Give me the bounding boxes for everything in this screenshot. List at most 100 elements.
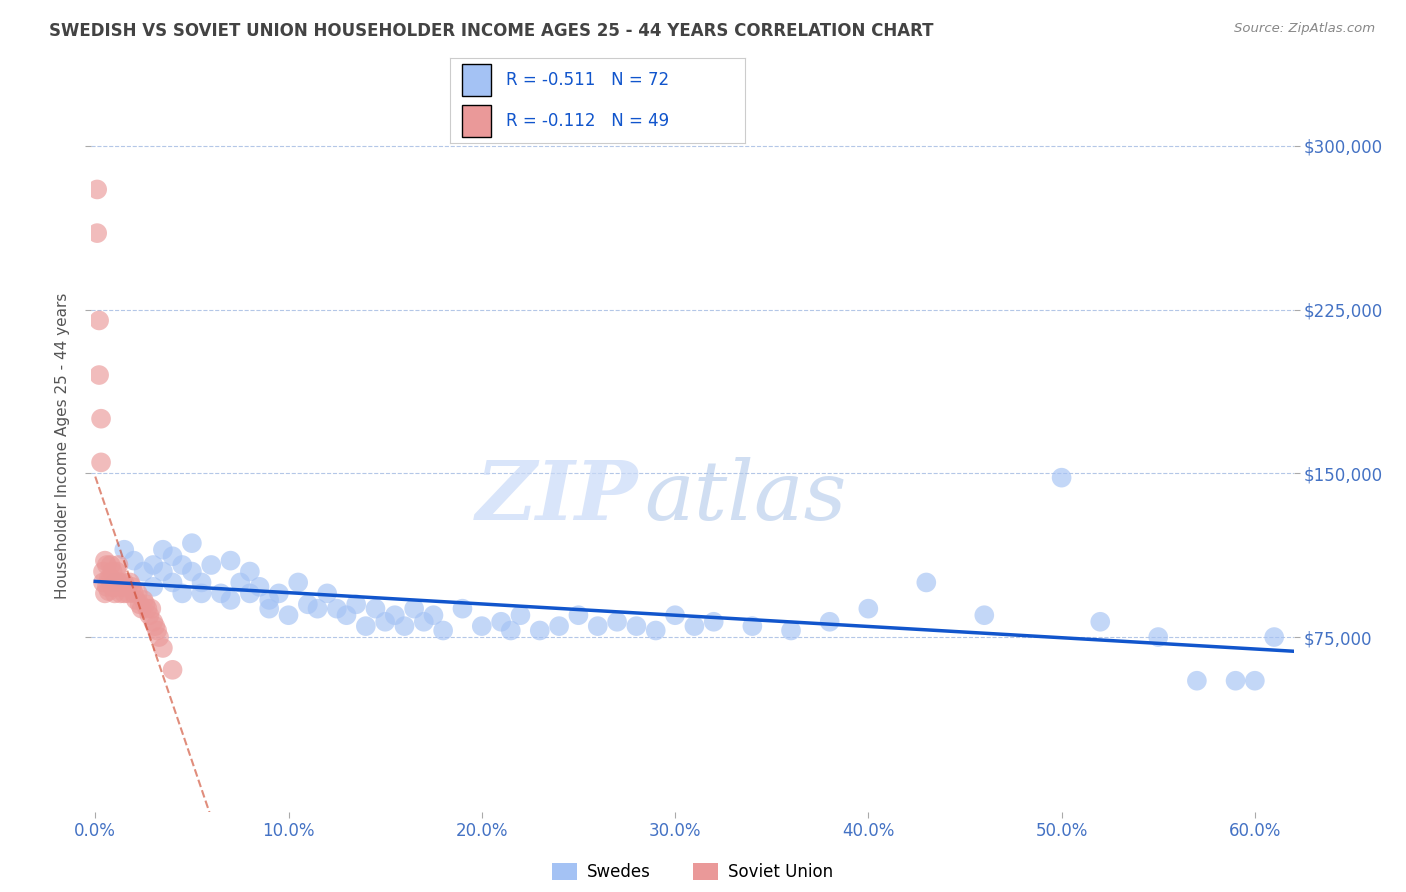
- Point: [105, 565, 128, 579]
- Point: [87, 368, 110, 382]
- Point: [451, 601, 474, 615]
- Text: Source: ZipAtlas.com: Source: ZipAtlas.com: [1234, 22, 1375, 36]
- Point: [112, 586, 135, 600]
- Point: [86, 226, 108, 240]
- Point: [91, 565, 114, 579]
- Point: [143, 619, 166, 633]
- Point: [125, 593, 148, 607]
- Point: [422, 608, 444, 623]
- Point: [432, 624, 454, 638]
- Point: [548, 619, 571, 633]
- Point: [105, 580, 128, 594]
- Point: [142, 615, 165, 629]
- Point: [127, 586, 149, 600]
- Point: [249, 580, 271, 594]
- Point: [107, 558, 129, 572]
- Point: [404, 601, 426, 615]
- Point: [316, 586, 339, 600]
- Point: [101, 580, 124, 594]
- Point: [112, 542, 135, 557]
- Point: [117, 586, 139, 600]
- Text: R = -0.112   N = 49: R = -0.112 N = 49: [506, 112, 669, 129]
- Point: [586, 619, 609, 633]
- Point: [138, 608, 160, 623]
- Point: [1244, 673, 1267, 688]
- Point: [100, 571, 122, 585]
- Text: SWEDISH VS SOVIET UNION HOUSEHOLDER INCOME AGES 25 - 44 YEARS CORRELATION CHART: SWEDISH VS SOVIET UNION HOUSEHOLDER INCO…: [49, 22, 934, 40]
- Point: [94, 554, 117, 568]
- Point: [1263, 630, 1285, 644]
- Point: [111, 580, 134, 594]
- Point: [142, 558, 165, 572]
- Point: [122, 586, 145, 600]
- Point: [344, 597, 367, 611]
- Point: [664, 608, 686, 623]
- Point: [683, 619, 706, 633]
- Point: [90, 411, 112, 425]
- Point: [142, 580, 165, 594]
- Point: [1225, 673, 1247, 688]
- Point: [219, 593, 242, 607]
- Point: [96, 580, 118, 594]
- Point: [219, 554, 242, 568]
- Point: [172, 586, 194, 600]
- Point: [307, 601, 329, 615]
- Point: [190, 586, 212, 600]
- Point: [132, 593, 155, 607]
- Point: [257, 593, 280, 607]
- Point: [915, 575, 938, 590]
- Point: [162, 575, 184, 590]
- Point: [112, 575, 135, 590]
- Point: [87, 313, 110, 327]
- FancyBboxPatch shape: [461, 64, 491, 96]
- Text: atlas: atlas: [644, 458, 846, 537]
- Legend: Swedes, Soviet Union: Swedes, Soviet Union: [546, 856, 839, 888]
- Point: [90, 455, 112, 469]
- Point: [152, 542, 174, 557]
- Point: [606, 615, 628, 629]
- Point: [973, 608, 995, 623]
- Point: [86, 182, 108, 196]
- Point: [162, 663, 184, 677]
- Point: [626, 619, 648, 633]
- Point: [94, 586, 117, 600]
- Point: [780, 624, 803, 638]
- Y-axis label: Householder Income Ages 25 - 44 years: Householder Income Ages 25 - 44 years: [55, 293, 70, 599]
- Point: [384, 608, 406, 623]
- Point: [148, 630, 170, 644]
- Point: [128, 597, 150, 611]
- Point: [141, 601, 163, 615]
- Point: [115, 580, 138, 594]
- Point: [567, 608, 589, 623]
- Point: [326, 601, 349, 615]
- Point: [1147, 630, 1170, 644]
- Point: [509, 608, 531, 623]
- Point: [297, 597, 319, 611]
- Text: R = -0.511   N = 72: R = -0.511 N = 72: [506, 71, 669, 89]
- Point: [335, 608, 357, 623]
- Point: [180, 536, 202, 550]
- Point: [1090, 615, 1112, 629]
- Point: [374, 615, 396, 629]
- Point: [103, 575, 125, 590]
- Point: [96, 558, 118, 572]
- Point: [97, 571, 120, 585]
- Point: [364, 601, 387, 615]
- Point: [354, 619, 377, 633]
- Point: [131, 601, 153, 615]
- Point: [394, 619, 416, 633]
- Point: [136, 601, 159, 615]
- Point: [239, 565, 262, 579]
- Point: [110, 586, 132, 600]
- Point: [162, 549, 184, 564]
- Point: [97, 584, 120, 599]
- Point: [818, 615, 841, 629]
- Point: [741, 619, 763, 633]
- Point: [471, 619, 494, 633]
- Point: [152, 640, 174, 655]
- Point: [267, 586, 290, 600]
- Point: [412, 615, 434, 629]
- Text: ZIP: ZIP: [475, 458, 638, 537]
- Point: [132, 565, 155, 579]
- Point: [103, 586, 125, 600]
